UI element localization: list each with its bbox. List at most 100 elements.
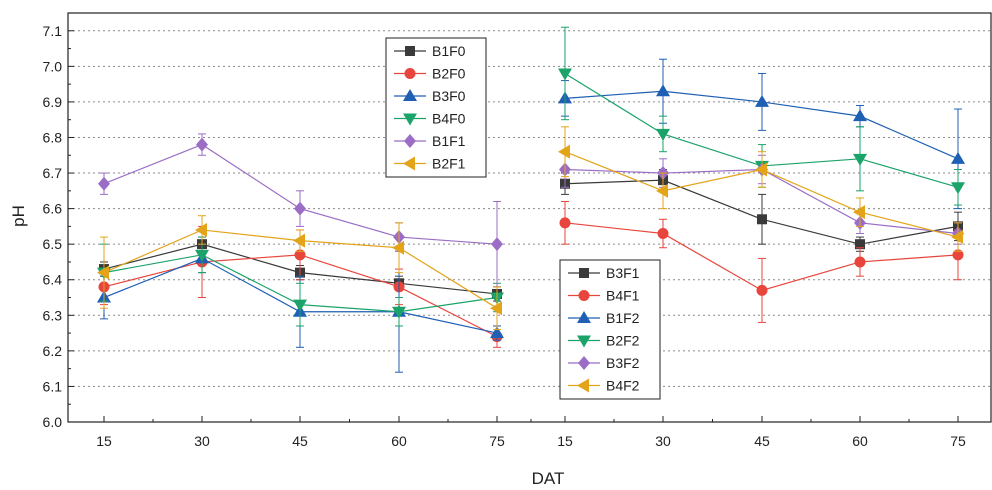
legend-entry-B1F1: B1F1 <box>394 133 466 149</box>
data-point <box>491 237 503 252</box>
data-point <box>195 222 207 237</box>
legend-marker <box>578 290 590 301</box>
legend-entry-B4F0: B4F0 <box>394 111 466 127</box>
data-point <box>853 109 867 122</box>
legend-label: B1F0 <box>432 43 466 59</box>
series-B4F2 <box>558 126 963 252</box>
legend-entry-B4F1: B4F1 <box>568 288 640 304</box>
y-tick-label: 6.1 <box>43 378 63 394</box>
data-point <box>392 306 406 319</box>
legend-marker <box>403 156 415 171</box>
data-point <box>195 249 209 262</box>
legend-marker <box>579 268 589 278</box>
series-B2F1 <box>97 215 502 331</box>
legend-entry-B3F1: B3F1 <box>568 265 640 281</box>
legend-marker <box>403 113 417 126</box>
legend-marker <box>403 89 417 101</box>
legend-label: B4F0 <box>432 111 466 127</box>
legend-marker <box>577 378 589 393</box>
legend-entry-B3F2: B3F2 <box>568 355 640 371</box>
legend-top-center: B1F0 B2F0 B3F0 B4F0 B1F1 B2F1 <box>385 37 487 178</box>
x-tick-label: 30 <box>194 433 210 449</box>
legend-marker <box>577 335 591 348</box>
data-point <box>293 299 307 312</box>
y-tick-label: 6.3 <box>43 307 63 323</box>
series-B2F0 <box>98 225 503 348</box>
legend-marker <box>577 311 591 323</box>
y-tick-label: 6.2 <box>43 343 63 359</box>
legend-label: B1F2 <box>606 310 640 326</box>
x-tick-label: 30 <box>655 433 671 449</box>
legend-label: B3F0 <box>432 88 466 104</box>
legends: B1F0 B2F0 B3F0 B4F0 B1F1 B2F1 B3F1 B4F1 B1F2 B2F2… <box>385 37 661 400</box>
data-point <box>490 301 502 316</box>
data-point <box>294 249 306 261</box>
legend-marker <box>404 134 416 148</box>
data-point <box>952 249 964 261</box>
data-point <box>559 217 571 229</box>
legend-entry-B2F1: B2F1 <box>394 156 466 172</box>
data-point <box>98 176 110 191</box>
data-point <box>196 137 208 152</box>
data-point <box>656 84 670 97</box>
data-point <box>757 214 767 225</box>
data-point <box>293 233 305 248</box>
legend-label: B2F2 <box>606 333 640 349</box>
x-axis-title: DAT <box>532 469 565 488</box>
y-tick-label: 7.0 <box>43 58 63 74</box>
plot-frame <box>67 12 992 423</box>
x-tick-label: 15 <box>557 433 573 449</box>
legend-label: B1F1 <box>432 133 466 149</box>
legend-label: B3F2 <box>606 355 640 371</box>
y-tick-label: 6.8 <box>43 129 63 145</box>
data-point <box>855 239 865 250</box>
data-point <box>558 144 570 159</box>
x-tick-label: 45 <box>754 433 770 449</box>
x-tick-label: 45 <box>292 433 308 449</box>
data-point <box>97 265 109 280</box>
y-tick-label: 6.6 <box>43 201 63 217</box>
data-point <box>656 128 670 141</box>
legend-entry-B4F2: B4F2 <box>568 378 640 394</box>
legend-label: B4F2 <box>606 378 640 394</box>
y-tick-label: 6.5 <box>43 236 63 252</box>
legend-label: B4F1 <box>606 288 640 304</box>
legend-label: B3F1 <box>606 265 640 281</box>
data-point <box>755 162 767 177</box>
y-axis: 6.0 6.1 6.2 6.3 6.4 6.5 6.6 6.7 6.8 6.9 7.0 7.1 <box>43 23 74 430</box>
legend-marker <box>578 356 590 370</box>
y-tick-label: 7.1 <box>43 23 63 39</box>
legend-marker <box>405 46 415 56</box>
legend-frame <box>559 259 661 400</box>
data-point <box>853 205 865 220</box>
data-point <box>294 201 306 216</box>
x-tick-label: 60 <box>852 433 868 449</box>
y-tick-label: 6.7 <box>43 165 63 181</box>
x-tick-label: 75 <box>950 433 966 449</box>
y-tick-label: 6.4 <box>43 272 63 288</box>
data-point <box>558 68 572 81</box>
data-point <box>951 182 965 195</box>
y-tick-label: 6.9 <box>43 94 63 110</box>
data-point <box>755 94 769 107</box>
x-tick-label: 60 <box>391 433 407 449</box>
y-tick-label: 6.0 <box>43 414 63 430</box>
legend-entry-B1F2: B1F2 <box>568 310 640 326</box>
data-point <box>756 284 768 296</box>
series-B1F2 <box>558 58 965 210</box>
data-point <box>490 326 504 339</box>
legend-entry-B1F0: B1F0 <box>394 43 466 59</box>
data-point <box>853 153 867 166</box>
series <box>97 26 965 373</box>
x-tick-label: 15 <box>96 433 112 449</box>
legend-frame <box>385 37 487 178</box>
x-tick-label: 75 <box>489 433 505 449</box>
legend-entry-B3F0: B3F0 <box>394 88 466 104</box>
y-axis-title: pH <box>9 205 28 227</box>
data-point <box>854 256 866 268</box>
gridlines <box>68 30 991 387</box>
x-axis: 15 30 45 60 75 15 30 45 60 75 <box>96 416 966 449</box>
data-point <box>657 228 669 240</box>
data-point <box>392 240 404 255</box>
